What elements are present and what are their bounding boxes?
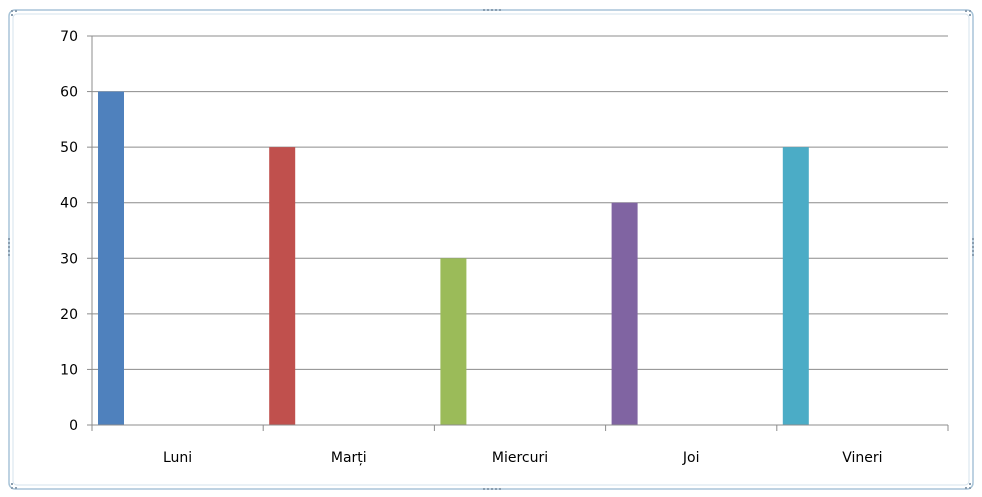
resize-handle-top[interactable] bbox=[483, 9, 501, 11]
bar-luni[interactable] bbox=[98, 91, 124, 426]
y-tick-label: 30 bbox=[60, 251, 78, 267]
resize-handle-right[interactable] bbox=[972, 238, 974, 256]
resize-handle-bottom-right[interactable] bbox=[965, 483, 971, 489]
x-tick-label: Vineri bbox=[842, 450, 882, 466]
bar-miercuri[interactable] bbox=[440, 258, 467, 425]
plot-area: 0 10 20 30 40 50 60 70 Luni Marți Miercuri Joi Viner… bbox=[60, 29, 949, 466]
y-tick-label: 40 bbox=[60, 196, 78, 212]
resize-handle-top-right[interactable] bbox=[965, 10, 971, 16]
y-tick-label: 0 bbox=[69, 418, 78, 434]
bar-vineri[interactable] bbox=[782, 147, 809, 425]
bar-marți[interactable] bbox=[269, 147, 296, 425]
resize-handle-left[interactable] bbox=[8, 238, 10, 256]
y-tick-label: 60 bbox=[60, 85, 78, 101]
x-tick-label: Marți bbox=[331, 450, 367, 466]
x-tick-label: Luni bbox=[163, 450, 192, 466]
y-tick-label: 20 bbox=[60, 307, 78, 323]
y-tick-label: 50 bbox=[60, 140, 78, 156]
resize-handle-top-left[interactable] bbox=[11, 10, 17, 16]
bar-joi[interactable] bbox=[611, 202, 638, 425]
x-tick-label: Miercuri bbox=[492, 450, 548, 466]
chart-inner-border bbox=[12, 13, 970, 486]
resize-handle-bottom[interactable] bbox=[483, 488, 501, 490]
x-tick-label: Joi bbox=[682, 450, 700, 466]
resize-handle-bottom-left[interactable] bbox=[11, 483, 17, 489]
chart-selection-border[interactable] bbox=[8, 9, 974, 490]
y-tick-label: 10 bbox=[60, 362, 78, 378]
y-tick-label: 70 bbox=[60, 29, 78, 45]
resize-handles[interactable] bbox=[8, 9, 974, 490]
